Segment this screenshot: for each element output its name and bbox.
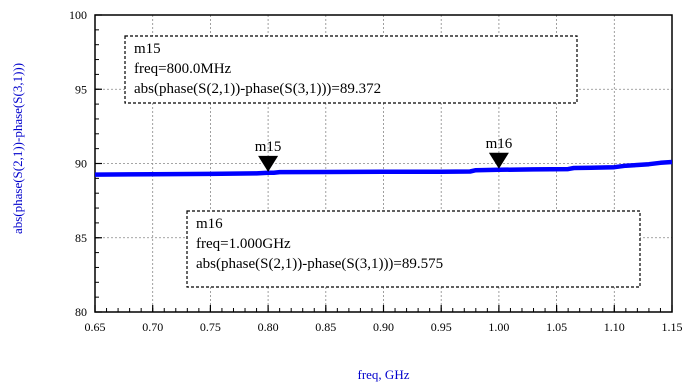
m15-readout-line: abs(phase(S(2,1))-phase(S(3,1)))=89.372 [134,81,381,97]
series-layer [94,159,673,177]
series-line [94,159,673,177]
m15-marker-label: m15 [255,139,282,155]
m15-marker [258,155,279,172]
m16-marker-label: m16 [486,136,513,152]
m15-readout-box: m15 freq=800.0MHz abs(phase(S(2,1))-phase(… [124,35,578,104]
x-tick-label: 1.15 [662,320,683,334]
ticks: 0.65 0.70 0.75 0.80 0.85 0.90 0.95 1.00 1.05 1.10… [69,8,683,334]
m16-readout-frame [186,210,641,288]
m16-readout-line: abs(phase(S(2,1))-phase(S(3,1)))=89.575 [196,256,443,272]
x-tick-label: 1.10 [604,320,625,334]
m16-marker [488,152,509,169]
x-tick-label: 0.95 [431,320,452,334]
x-tick-label: 0.70 [142,320,163,334]
x-tick-label: 1.00 [488,320,509,334]
y-tick-label: 90 [75,157,87,171]
y-tick-label: 95 [75,82,87,96]
m16-readout-line: m16 [196,216,223,232]
m15-readout-frame [124,35,578,104]
x-tick-label: 0.65 [85,320,106,334]
x-tick-label: 0.80 [258,320,279,334]
m15-readout-line: freq=800.0MHz [134,61,232,77]
m15-readout-line: m15 [134,41,161,57]
y-tick-label: 85 [75,231,87,245]
marker-readouts: m15 freq=800.0MHz abs(phase(S(2,1))-phase(… [124,35,641,288]
x-tick-label: 0.75 [200,320,221,334]
m16-readout-box: m16 freq=1.000GHz abs(phase(S(2,1))-phase(… [186,210,641,288]
x-tick-label: 0.90 [373,320,394,334]
m16-readout-line: freq=1.000GHz [196,236,291,252]
y-tick-label: 100 [69,8,87,22]
x-axis-label: freq, GHz [358,367,410,382]
markers-layer: m15 m16 [255,136,513,172]
y-tick-label: 80 [75,305,87,319]
x-tick-label: 0.85 [315,320,336,334]
y-axis-label: abs(phase(S(2,1))-phase(S(3,1))) [10,63,25,234]
x-tick-label: 1.05 [546,320,567,334]
